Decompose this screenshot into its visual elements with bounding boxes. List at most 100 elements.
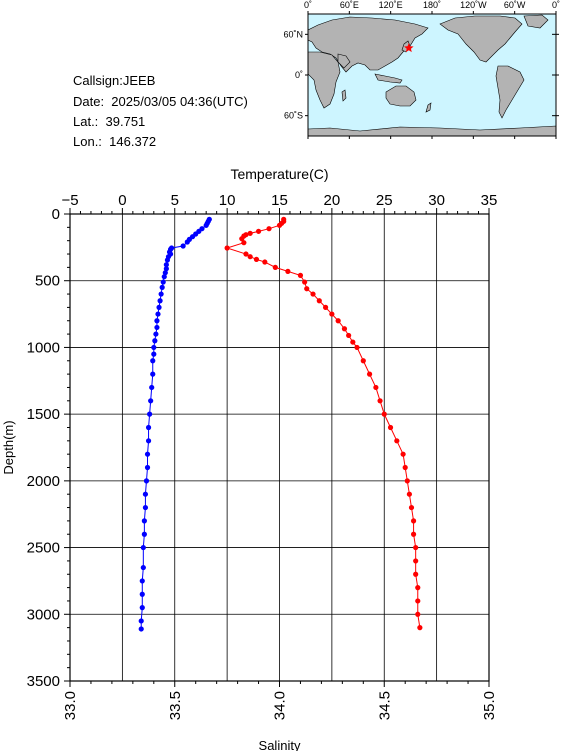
temperature-point xyxy=(150,358,156,364)
salinity-point xyxy=(404,478,410,484)
temperature-point xyxy=(140,544,146,551)
date-text: Date: 2025/03/05 04:36(UTC) xyxy=(73,94,248,109)
temperature-point xyxy=(154,318,160,324)
temperature-tick-label: 35 xyxy=(481,192,498,209)
temperature-point xyxy=(153,331,159,337)
lat-text: Lat.: 39.751 xyxy=(73,114,146,129)
temperature-point xyxy=(163,266,169,272)
temperature-tick-label: 30 xyxy=(428,192,445,209)
salinity-point xyxy=(400,451,406,457)
map-lat-tick-label: 60˚N xyxy=(283,29,303,39)
salinity-point xyxy=(243,251,249,257)
temperature-point xyxy=(139,605,145,611)
temperature-point xyxy=(151,351,157,357)
salinity-point xyxy=(381,411,387,417)
salinity-point xyxy=(410,531,417,537)
temperature-point xyxy=(155,311,161,317)
salinity-point xyxy=(310,291,316,297)
salinity-tick-label: 33.0 xyxy=(62,691,79,720)
chart-grid xyxy=(69,213,490,682)
salinity-point xyxy=(354,344,360,351)
salinity-point xyxy=(266,226,272,232)
salinity-series xyxy=(224,216,423,631)
map-lat-tick-label: 60˚S xyxy=(284,111,303,121)
salinity-point xyxy=(415,585,421,591)
temperature-point xyxy=(156,304,162,310)
temperature-tick-label: 5 xyxy=(171,192,179,209)
star-icon xyxy=(404,43,414,53)
temperature-point xyxy=(157,298,163,304)
salinity-point xyxy=(255,228,262,234)
salinity-tick-label: 35.0 xyxy=(481,691,498,720)
map-top-tick-label: 0˚ xyxy=(304,0,312,10)
map-lat-tick-label: 0˚ xyxy=(295,70,303,80)
depth-tick-label: 2500 xyxy=(27,540,60,557)
salinity-point xyxy=(417,625,423,631)
temperature-point xyxy=(139,578,145,584)
callsign-text: Callsign:JEEB xyxy=(73,73,156,88)
salinity-point xyxy=(241,240,247,246)
map-top-tick-label: 120˚E xyxy=(379,0,403,10)
depth-tick-label: 3000 xyxy=(27,606,60,623)
salinity-tick-label: 34.0 xyxy=(272,691,289,720)
temperature-point xyxy=(144,464,151,471)
depth-tick-label: 3500 xyxy=(27,673,60,690)
temperature-point xyxy=(162,270,168,276)
temperature-point xyxy=(145,424,152,431)
temperature-point xyxy=(150,371,156,377)
salinity-point xyxy=(366,371,373,377)
salinity-point xyxy=(415,611,421,617)
salinity-point xyxy=(335,318,341,324)
temperature-point xyxy=(147,411,153,417)
temperature-point xyxy=(142,504,149,511)
salinity-point xyxy=(346,332,352,339)
salinity-point xyxy=(394,438,400,444)
location-map: 0˚ 60˚E 120˚E 180˚ 120˚W 60˚W 0˚ 60˚N 0˚ 60˚S xyxy=(283,0,560,139)
depth-tick-label: 1000 xyxy=(27,339,60,356)
map-ticks: 0˚ 60˚E 120˚E 180˚ 120˚W 60˚W 0˚ 60˚N 0˚ 60˚S xyxy=(283,0,560,139)
salinity-point xyxy=(304,286,310,292)
temperature-point xyxy=(151,344,157,351)
land-madagascar xyxy=(341,89,347,102)
temperature-point xyxy=(180,243,186,249)
salinity-point xyxy=(247,230,253,236)
land-indonesia xyxy=(374,73,403,84)
temperature-tick-label: −5 xyxy=(61,192,78,209)
salinity-point xyxy=(360,358,366,364)
temperature-point xyxy=(152,338,158,344)
salinity-point xyxy=(316,298,322,304)
salinity-point xyxy=(262,259,268,265)
temperature-axis-label: Temperature(C) xyxy=(230,166,328,182)
temperature-point xyxy=(184,239,190,245)
salinity-point xyxy=(413,571,419,577)
salinity-tick-label: 34.5 xyxy=(376,691,393,720)
map-land xyxy=(308,14,556,136)
salinity-point xyxy=(341,326,348,332)
depth-tick-label: 2000 xyxy=(27,473,60,490)
salinity-point xyxy=(276,222,283,228)
salinity-point xyxy=(402,464,408,471)
depth-tick-label: 0 xyxy=(52,206,60,223)
temperature-point xyxy=(158,291,164,297)
lon-text: Lon.: 146.372 xyxy=(73,134,157,149)
salinity-point xyxy=(253,256,260,262)
land-antarctica xyxy=(308,125,556,136)
salinity-point xyxy=(415,598,421,604)
temperature-point xyxy=(163,262,169,268)
temperature-tick-label: 25 xyxy=(376,192,393,209)
temperature-point xyxy=(144,451,151,457)
land-south-america xyxy=(495,65,525,119)
temperature-point xyxy=(148,398,154,404)
temperature-tick-label: 20 xyxy=(324,192,341,209)
salinity-point xyxy=(413,544,419,551)
temperature-point xyxy=(154,324,160,331)
land-arabia xyxy=(337,53,351,69)
temperature-point xyxy=(142,491,149,497)
temperature-tick-label: 15 xyxy=(271,192,288,209)
salinity-point xyxy=(302,279,308,285)
salinity-point xyxy=(285,268,291,274)
temperature-point xyxy=(138,626,144,632)
depth-tick-label: 1500 xyxy=(27,406,60,423)
